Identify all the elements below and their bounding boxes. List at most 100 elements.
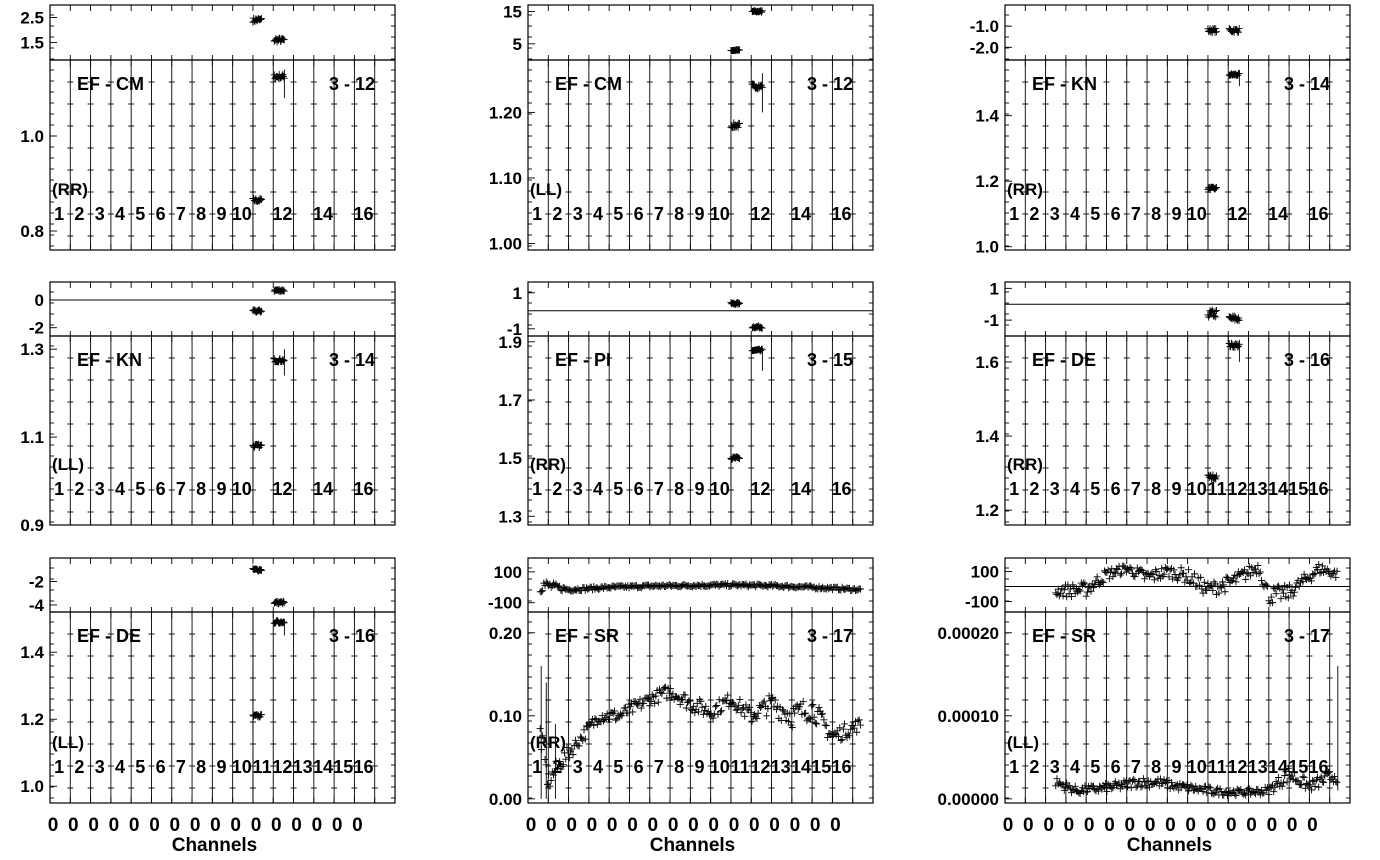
phase-point [1082,592,1090,600]
x-tick-label: 0 [312,815,323,836]
amplitude-point [855,716,863,724]
amplitude-point [1117,781,1125,789]
amplitude-point [626,703,634,711]
amplitude-point [571,736,579,744]
amplitude-point [1130,776,1138,784]
channel-number-label: 8 [674,757,684,777]
scan-label: 3 - 17 [1284,626,1330,646]
amplitude-point [679,696,687,704]
amplitude-point [624,709,632,717]
amp-y-tick-label: 1.4 [20,643,44,662]
amplitude-point [839,725,847,733]
amplitude-point [657,688,665,696]
amplitude-point [735,120,743,128]
phase-point [1212,25,1220,33]
phase-point [1199,589,1207,597]
amplitude-point [841,720,849,728]
channel-number-label: 6 [156,479,166,499]
channel-number-label: 12 [1227,757,1247,777]
x-tick-label: 0 [1267,815,1278,836]
channel-number-label: 16 [832,479,852,499]
phase-point [1210,312,1218,320]
amplitude-point [785,717,793,725]
x-tick-label: 0 [109,815,120,836]
phase-point [1160,570,1168,578]
phase-point [1307,577,1315,585]
channel-number-label: 7 [176,757,186,777]
channel-number-label: 10 [232,479,252,499]
x-tick-label: 0 [1307,815,1318,836]
phase-point [1141,575,1149,583]
amplitude-point [576,733,584,741]
amplitude-point [1315,783,1323,791]
amplitude-point [279,618,287,626]
phase-point [257,308,265,316]
amplitude-point [752,713,760,721]
phase-point [257,566,265,574]
polarization-label: (LL) [52,455,84,474]
channel-number-label: 1 [532,479,542,499]
baseline-label: EF - CM [555,74,622,94]
amplitude-point [837,736,845,744]
amplitude-point [1326,768,1334,776]
phase-point [1256,568,1264,576]
amplitude-point [541,755,549,763]
phase-point [1242,575,1250,583]
amplitude-point [1331,773,1339,781]
channel-number-label: 14 [313,757,333,777]
amplitude-point [1187,781,1195,789]
panel-p02: -1.0-2.01.41.21.0EF - KN 3 - 14(RR)1 2 3 4 5 6… [970,4,1351,257]
phase-point [1295,582,1303,590]
amplitude-point [1307,786,1315,794]
amplitude-point [612,716,620,724]
amplitude-point [799,697,807,705]
amp-y-tick-label: 1.0 [20,777,44,796]
channel-number-label: 9 [694,204,704,224]
phase-point [1211,307,1219,315]
channel-number-label: 7 [176,479,186,499]
x-tick-label: 0 [729,815,740,836]
phase-point [1212,28,1220,36]
phase-point [1107,568,1115,576]
amplitude-point [691,709,699,717]
channel-number-label: 12 [750,204,770,224]
amplitude-point [746,703,754,711]
amp-y-tick-label: 0.00020 [938,624,999,643]
phase-point [1232,578,1240,586]
amplitude-point [748,717,756,725]
x-tick-label: 0 [68,815,79,836]
phase-point [1150,576,1158,584]
amplitude-point [1189,786,1197,794]
channel-number-label: 4 [593,757,603,777]
amplitude-point [556,757,564,765]
amplitude-point [1270,788,1278,796]
amplitude-point [1311,782,1319,790]
channel-number-label: 14 [1268,757,1288,777]
phase-point [1279,589,1287,597]
phase-point [1175,574,1183,582]
amplitude-point [546,782,554,790]
x-tick-label: 0 [668,815,679,836]
channel-number-label: 8 [196,757,206,777]
phase-point [1200,578,1208,586]
amplitude-point [652,692,660,700]
channel-number-label: 1 [54,204,64,224]
channel-number-label: 2 [1029,757,1039,777]
channel-number-label: 12 [1227,204,1247,224]
channel-number-label: 6 [1111,757,1121,777]
amplitude-point [1212,183,1220,191]
amplitude-point [550,771,558,779]
channel-number-label: 14 [1268,204,1288,224]
amplitude-point [1212,786,1220,794]
x-axis-title: Channels [1127,835,1213,856]
phase-point [1235,316,1243,324]
amp-y-tick-label: 1.00 [489,234,522,253]
amplitude-point [742,701,750,709]
polarization-label: (LL) [1007,733,1039,752]
channel-number-label: 12 [272,757,292,777]
amplitude-point [759,699,767,707]
phase-point [1117,570,1125,578]
phase-point [758,7,766,15]
phase-point [1075,586,1083,594]
channel-number-label: 12 [1227,479,1247,499]
